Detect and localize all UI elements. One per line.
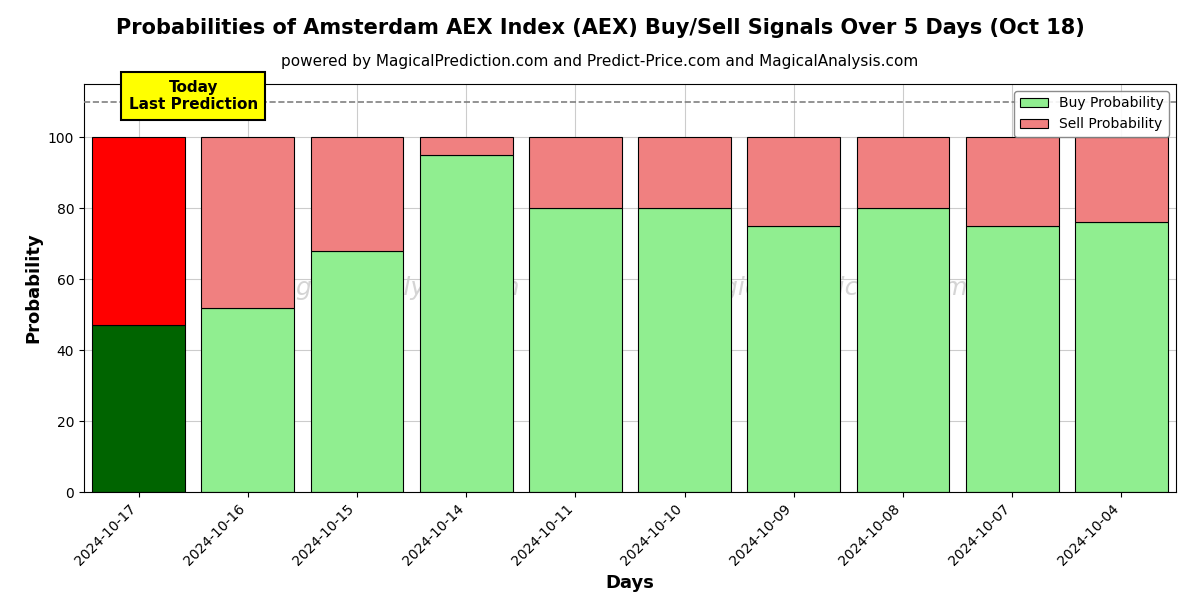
Bar [966,226,1058,492]
Bar [420,137,512,155]
Legend: Buy Probability, Sell Probability: Buy Probability, Sell Probability [1014,91,1169,137]
Text: MagicalAnalysis.com: MagicalAnalysis.com [259,276,520,300]
Bar [92,137,185,325]
Bar [966,137,1058,226]
Bar [857,137,949,208]
Bar [92,325,185,492]
Bar [420,155,512,492]
Text: powered by MagicalPrediction.com and Predict-Price.com and MagicalAnalysis.com: powered by MagicalPrediction.com and Pre… [281,54,919,69]
Text: MagicalPrediction.com: MagicalPrediction.com [685,276,968,300]
Bar [638,137,731,208]
Bar [857,208,949,492]
Text: Today
Last Prediction: Today Last Prediction [128,80,258,112]
Bar [748,137,840,226]
Bar [202,308,294,492]
Bar [1075,223,1168,492]
X-axis label: Days: Days [606,574,654,592]
Bar [638,208,731,492]
Bar [1075,137,1168,223]
Bar [529,137,622,208]
Bar [748,226,840,492]
Bar [529,208,622,492]
Y-axis label: Probability: Probability [24,233,42,343]
Bar [311,137,403,251]
Text: Probabilities of Amsterdam AEX Index (AEX) Buy/Sell Signals Over 5 Days (Oct 18): Probabilities of Amsterdam AEX Index (AE… [115,18,1085,38]
Bar [311,251,403,492]
Bar [202,137,294,308]
